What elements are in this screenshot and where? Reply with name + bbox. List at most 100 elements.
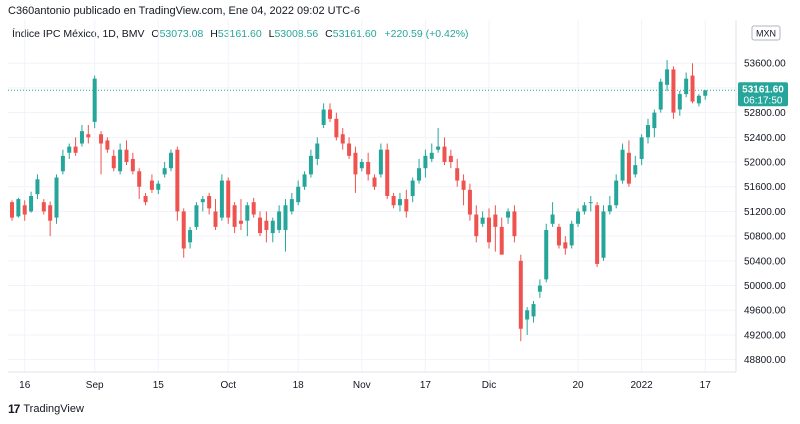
candle-body [162,168,167,175]
y-tick-label: 50000.00 [744,281,786,292]
candles [10,60,708,342]
candle-body [258,217,263,234]
y-tick-label: 51600.00 [744,182,786,193]
candle-body [385,149,390,196]
candle-body [525,310,530,320]
x-tick-label: 18 [293,380,305,391]
candle-body [620,149,625,181]
candle-body [308,155,313,175]
candle-body [130,158,135,172]
candle-body [149,180,154,190]
tradingview-logo-icon: 17 [8,402,20,416]
candle-body [277,211,282,230]
candle-body [626,152,631,184]
ohlc-close: C53161.60 [325,28,377,40]
candle-body [512,211,517,237]
candle-body [582,205,587,212]
x-tick-label: 17 [700,380,712,391]
candle-body [334,118,339,138]
candle-body [461,180,466,190]
candle-body [531,304,536,317]
candle-body [296,186,301,203]
candle-body [60,155,65,172]
currency-badge [751,25,781,41]
candle-body [353,152,358,175]
candle-body [633,165,638,175]
y-tick-label: 50800.00 [744,232,786,243]
candle-body [111,155,116,169]
symbol-name: Índice IPC México, 1D, BMV [12,28,145,40]
chart-header: C360antonio publicado en TradingView.com… [8,5,361,17]
x-tick-label: Oct [220,380,236,391]
candle-body [92,78,97,122]
candle-body [569,223,574,246]
candle-body [378,149,383,175]
candle-body [289,199,294,212]
y-tick-label: 52800.00 [744,108,786,119]
y-tick-label: 50400.00 [744,256,786,267]
candle-body [703,90,708,96]
y-tick-label: 52400.00 [744,133,786,144]
candle-body [124,149,129,163]
grid-lines [8,20,736,372]
candle-body [347,143,352,156]
x-tick-label: Dic [482,380,496,391]
candle-body [455,168,460,181]
candle-body [10,202,14,218]
candle-body [366,162,371,175]
candle-body [86,134,91,138]
candle-body [556,226,561,246]
candle-body [213,211,218,227]
candle-body [118,149,123,172]
candle-body [397,199,402,206]
candle-body [232,205,237,227]
candle-body [417,168,422,181]
candle-body [537,285,542,292]
x-tick-label: 2022 [631,380,654,391]
y-tick-label: 53600.00 [744,59,786,70]
candle-body [652,112,657,129]
candle-body [340,134,345,144]
candle-body [194,205,199,227]
candle-body [200,199,205,203]
candle-body [35,179,40,195]
candle-body [29,196,34,212]
candle-body [48,205,53,221]
candle-body [442,146,447,163]
candle-body [270,220,275,234]
candle-body [671,69,676,113]
tradingview-branding[interactable]: 17 TradingView [8,402,84,416]
x-tick-label: 16 [19,380,31,391]
candle-body [429,152,434,159]
candle-body [245,205,250,221]
candle-body [639,137,644,159]
candlestick-chart[interactable]: 48800.00 49200.00 49600.00 50000.00 50400.00… [0,0,800,400]
candle-body [696,95,701,104]
x-tick-label: Nov [353,380,371,391]
candle-body [550,214,555,224]
price-badge-countdown: 06:17:50 [744,95,783,106]
candle-body [226,180,231,218]
candle-body [487,217,491,243]
price-change: +220.59 (+0.42%) [384,28,469,40]
candle-body [665,69,670,85]
candle-body [404,199,409,212]
candle-body [238,220,243,224]
candle-body [188,229,193,243]
brand-label: TradingView [23,403,84,415]
candle-body [302,174,307,187]
candle-body [658,81,663,110]
currency-label: MXN [756,29,776,39]
candle-body [283,205,288,230]
candle-body [588,202,593,204]
x-tick-label: Sep [86,380,104,391]
candle-body [169,152,173,169]
y-tick-label: 49600.00 [744,306,786,317]
candle-body [563,242,568,249]
candle-body [499,226,504,255]
candle-body [137,171,142,187]
candle-body [646,124,650,138]
ohlc-low: L53008.56 [268,28,319,40]
candle-body [41,202,46,212]
